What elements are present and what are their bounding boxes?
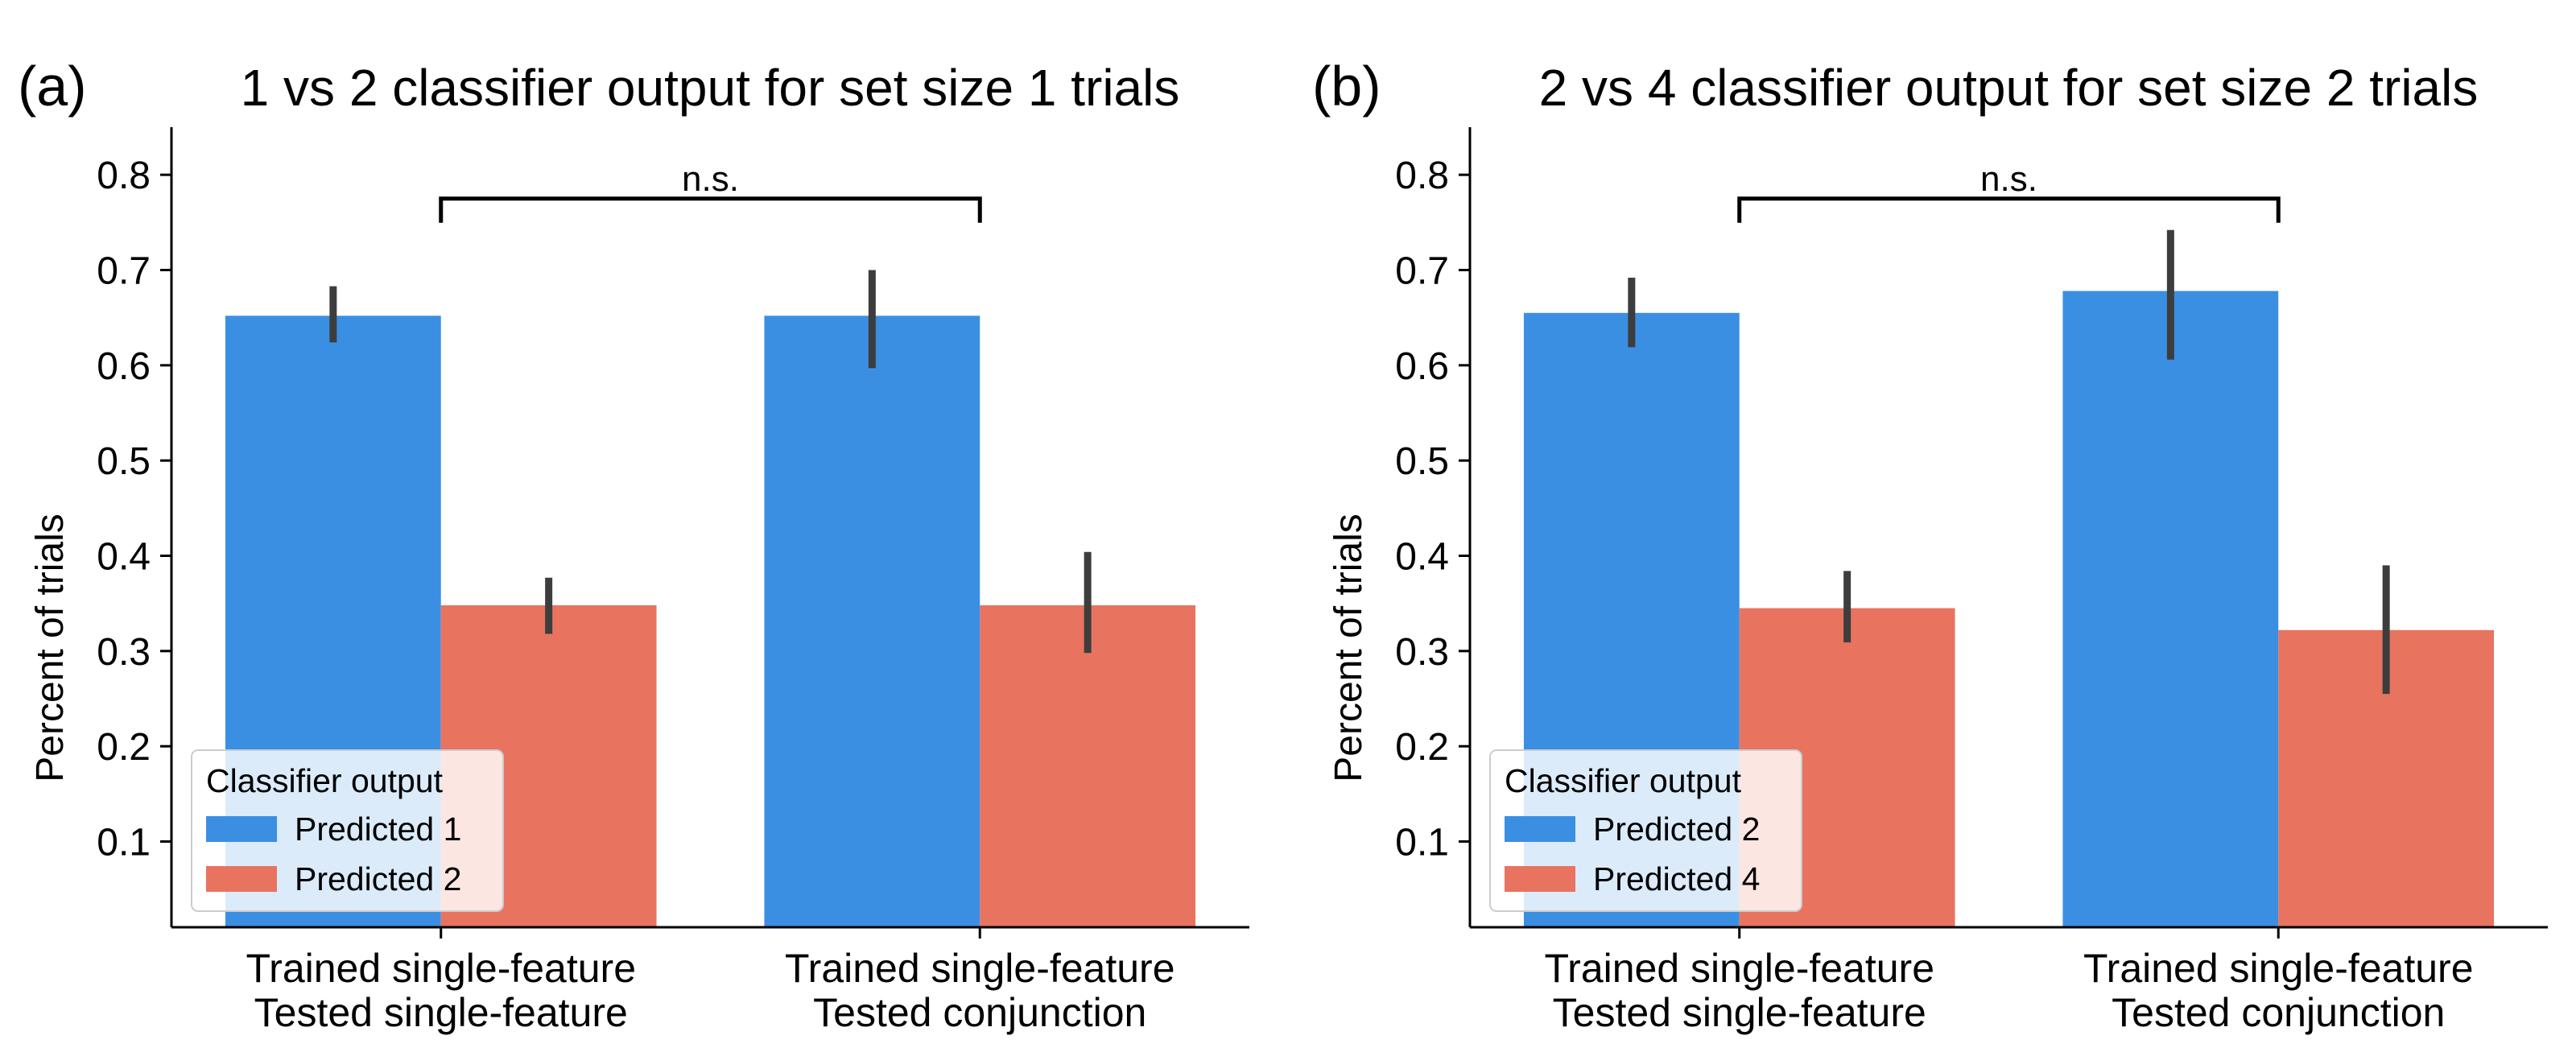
bar-predicted-2-cat2 (980, 605, 1196, 927)
chart-title: 2 vs 4 classifier output for set size 2 … (1539, 59, 2479, 117)
y-tick-label: 0.7 (97, 250, 151, 293)
y-tick-label: 0.5 (97, 440, 151, 483)
x-tick-label: Trained single-feature (785, 946, 1175, 991)
y-tick-label: 0.4 (97, 536, 151, 579)
y-tick-label: 0.5 (1395, 440, 1449, 483)
legend-title: Classifier output (206, 762, 444, 799)
x-tick-label: Tested conjunction (813, 990, 1146, 1035)
legend-title: Classifier output (1505, 762, 1742, 799)
significance-bracket (439, 196, 982, 223)
x-tick-label: Tested conjunction (2112, 990, 2445, 1035)
x-tick-label: Tested single-feature (254, 990, 628, 1035)
legend-swatch (1505, 816, 1575, 842)
legend: Classifier output Predicted 1 Predicted 2 (191, 749, 504, 912)
y-axis-label: Percent of trials (1327, 514, 1370, 782)
panel-label: (b) (1312, 55, 1381, 118)
y-axis-label: Percent of trials (29, 514, 72, 782)
y-tick-label: 0.6 (1395, 345, 1449, 388)
chart-title: 1 vs 2 classifier output for set size 1 … (241, 59, 1180, 117)
x-tick-label: Trained single-feature (246, 946, 636, 991)
legend-swatch (206, 866, 277, 892)
legend-swatch (1505, 866, 1575, 892)
x-tick-label: Tested single-feature (1553, 990, 1926, 1035)
legend-entry-label: Predicted 2 (295, 860, 461, 897)
y-tick-label: 0.2 (97, 726, 151, 769)
bar-predicted-1-cat2 (764, 316, 980, 927)
legend-entry-label: Predicted 4 (1593, 860, 1760, 897)
y-tick-label: 0.3 (97, 631, 151, 674)
chart-panel-1: (a) 1 vs 2 classifier output for set size… (18, 55, 1249, 1035)
significance-bracket (1737, 196, 2281, 223)
legend-swatch (206, 816, 277, 842)
bar-predicted-2-cat2 (2062, 291, 2279, 927)
significance-label: n.s. (1980, 159, 2037, 199)
y-tick-label: 0.1 (97, 822, 151, 864)
x-tick-label: Trained single-feature (1544, 946, 1934, 991)
y-tick-label: 0.8 (1395, 155, 1449, 197)
legend: Classifier output Predicted 2 Predicted 4 (1489, 749, 1802, 912)
chart-panel-2: (b) 2 vs 4 classifier output for set size… (1312, 55, 2548, 1035)
x-tick-label: Trained single-feature (2083, 946, 2474, 991)
y-tick-label: 0.3 (1395, 631, 1449, 674)
y-tick-label: 0.7 (1395, 250, 1449, 293)
y-tick-label: 0.8 (97, 155, 151, 197)
y-tick-label: 0.2 (1395, 726, 1449, 769)
y-tick-label: 0.1 (1395, 822, 1449, 864)
significance-label: n.s. (682, 159, 739, 199)
legend-entry-label: Predicted 2 (1593, 811, 1760, 848)
legend-entry-label: Predicted 1 (295, 811, 461, 848)
y-tick-label: 0.6 (97, 345, 151, 388)
panel-label: (a) (18, 55, 87, 118)
y-tick-label: 0.4 (1395, 536, 1449, 579)
